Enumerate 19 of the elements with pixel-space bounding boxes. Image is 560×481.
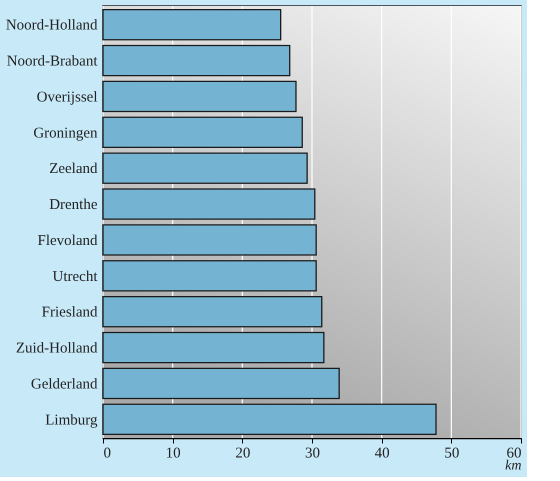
x-axis-title: km (505, 458, 522, 474)
y-tick-label: Flevoland (38, 232, 98, 249)
y-tick-label: Overijssel (36, 89, 98, 106)
y-tick-label: Drenthe (49, 197, 98, 214)
x-tick-label: 20 (235, 446, 250, 462)
x-tick-label: 30 (305, 446, 320, 462)
x-tick-label: 10 (166, 446, 181, 462)
y-tick-label: Friesland (42, 304, 98, 321)
y-tick-label: Gelderland (30, 376, 98, 392)
y-tick-label: Zeeland (49, 161, 98, 178)
y-tick-label: Noord-Brabant (6, 54, 98, 70)
x-tick-label: 50 (444, 446, 460, 462)
x-tick-label: 40 (374, 446, 390, 462)
y-tick-label: Zuid-Holland (16, 340, 98, 357)
y-tick-label: Limburg (45, 412, 98, 428)
x-tick-label: 0 (104, 446, 111, 462)
y-tick-label: Utrecht (52, 268, 98, 285)
y-tick-label: Groningen (33, 125, 98, 142)
y-tick-label: Noord-Holland (6, 18, 98, 34)
